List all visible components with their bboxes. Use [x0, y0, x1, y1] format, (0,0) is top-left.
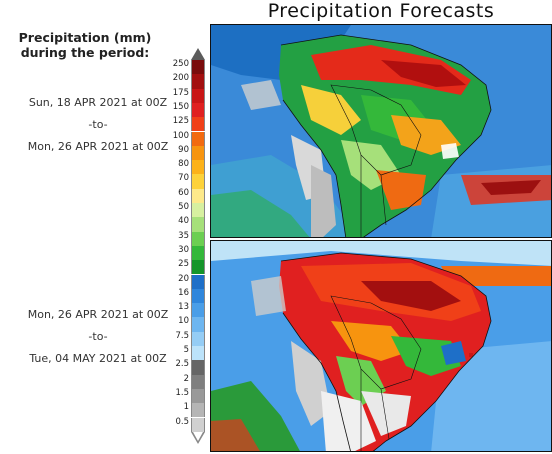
colorbar-cell — [191, 160, 205, 175]
colorbar-tick-label: 80 — [178, 159, 189, 170]
legend-heading-line1: Precipitation (mm) — [18, 30, 152, 45]
precipitation-colorbar: 250 200 175 150 125 100 90 80 70 60 50 40 35 30 25 20 16… — [170, 48, 210, 444]
period-bottom-separator: -to- — [88, 330, 108, 343]
colorbar-tick-label: 50 — [178, 202, 189, 212]
colorbar-tick-label: 2 — [183, 373, 189, 384]
colorbar-cell — [191, 388, 205, 404]
precip-map-bottom — [211, 241, 551, 451]
colorbar-tick-label: 35 — [178, 230, 189, 241]
colorbar-top-arrow — [191, 48, 205, 60]
colorbar-cell — [191, 403, 205, 418]
colorbar-tick-label: 250 — [172, 59, 189, 69]
colorbar-cell — [191, 260, 205, 275]
colorbar-tick-label: 5 — [183, 345, 189, 355]
colorbar-cell — [191, 74, 205, 89]
map-panel-bottom — [210, 240, 552, 452]
precip-map-top — [211, 25, 551, 237]
colorbar-tick-label: 16 — [178, 287, 189, 298]
colorbar-tick-label: 1.5 — [175, 387, 189, 398]
colorbar-tick-label: 40 — [178, 216, 189, 227]
period-bottom-start: Mon, 26 APR 2021 at 00Z — [27, 308, 169, 321]
colorbar-cell — [191, 145, 205, 161]
period-bottom: Mon, 26 APR 2021 at 00Z -to- Tue, 04 MAY… — [18, 308, 178, 365]
colorbar-tick-label: 60 — [178, 187, 189, 198]
colorbar-cell — [191, 60, 205, 75]
map-panel-top — [210, 24, 552, 238]
colorbar-cell — [191, 374, 205, 389]
colorbar-cell — [191, 331, 205, 346]
colorbar-tick-label: 13 — [178, 302, 189, 313]
colorbar-bottom-arrow-fill — [193, 431, 203, 441]
colorbar-tick-label: 30 — [178, 244, 189, 255]
colorbar-tick-label: 10 — [178, 316, 189, 327]
colorbar-cell — [191, 317, 205, 332]
colorbar-tick-label: 150 — [172, 101, 189, 112]
colorbar-tick-label: 175 — [172, 87, 189, 98]
period-top-start: Sun, 18 APR 2021 at 00Z — [28, 96, 168, 109]
legend-heading: Precipitation (mm) during the period: — [10, 30, 160, 60]
colorbar-cell — [191, 360, 205, 375]
colorbar-cell — [191, 217, 205, 232]
colorbar-cell — [191, 188, 205, 203]
colorbar-tick-label: 100 — [172, 130, 189, 141]
colorbar-cell — [191, 288, 205, 304]
colorbar-cell — [191, 174, 205, 189]
colorbar-tick-label: 25 — [178, 259, 189, 270]
colorbar-cell — [191, 88, 205, 103]
colorbar-cell — [191, 274, 205, 289]
colorbar-cell — [191, 117, 205, 132]
colorbar-tick-label: 20 — [178, 273, 189, 284]
colorbar-cell — [191, 417, 205, 432]
colorbar-tick-label: 0.5 — [175, 416, 189, 427]
page-title: Precipitation Forecasts — [267, 0, 495, 22]
period-top-separator: -to- — [88, 118, 108, 131]
colorbar-cell — [191, 346, 205, 361]
colorbar-tick-label: 200 — [172, 73, 189, 84]
colorbar-cell — [191, 102, 205, 118]
colorbar-tick-label: 70 — [178, 173, 189, 184]
colorbar-cell — [191, 131, 205, 146]
colorbar-tick-label: 1 — [183, 402, 189, 413]
legend-heading-line2: during the period: — [20, 45, 150, 60]
colorbar-tick-label: 125 — [172, 116, 189, 127]
period-top: Sun, 18 APR 2021 at 00Z -to- Mon, 26 APR… — [18, 96, 178, 153]
colorbar-cell — [191, 203, 205, 218]
colorbar-cell — [191, 303, 205, 318]
colorbar-tick-label: 90 — [178, 144, 189, 155]
period-bottom-end: Tue, 04 MAY 2021 at 00Z — [29, 352, 167, 365]
colorbar-tick-label: 7.5 — [175, 330, 189, 341]
colorbar-cell — [191, 231, 205, 246]
period-top-end: Mon, 26 APR 2021 at 00Z — [27, 140, 169, 153]
colorbar-tick-label: 2.5 — [175, 359, 189, 370]
colorbar-cell — [191, 245, 205, 261]
